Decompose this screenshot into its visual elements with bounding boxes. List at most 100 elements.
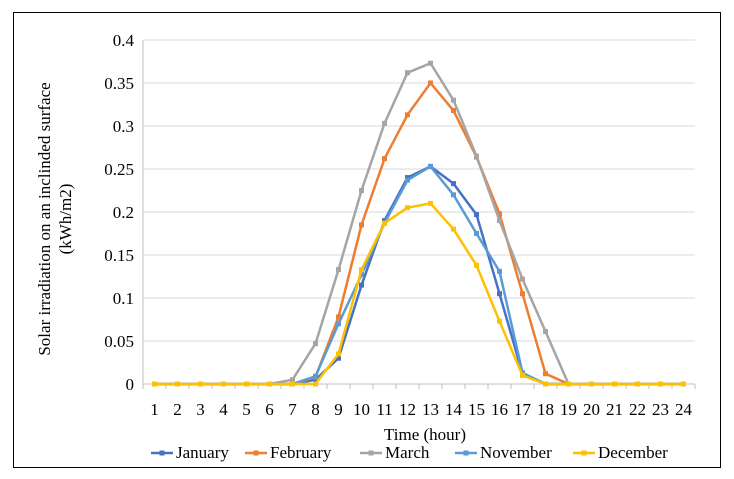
- series-line: [154, 81, 684, 386]
- data-point: [520, 291, 525, 297]
- data-point: [382, 156, 387, 162]
- y-tick-labels: 0 0.05 0.1 0.15 0.2 0.25 0.3 0.35 0.4: [104, 31, 134, 394]
- axes: [142, 40, 696, 389]
- x-axis-title: Time (hour): [384, 425, 466, 444]
- data-point: [520, 372, 525, 378]
- x-tick-label: 2: [173, 400, 182, 419]
- data-point: [428, 80, 433, 86]
- data-point: [359, 222, 364, 228]
- x-tick-label: 14: [445, 400, 463, 419]
- y-tick-label: 0.05: [104, 332, 134, 351]
- data-point: [543, 381, 548, 387]
- data-point: [451, 108, 456, 114]
- legend-swatch-marker: [581, 450, 587, 456]
- series-january: [152, 163, 686, 387]
- y-tick-label: 0.4: [113, 31, 135, 50]
- y-axis-title-line2: (kWh/m2): [56, 184, 75, 255]
- x-tick-label: 19: [560, 400, 577, 419]
- x-tick-label: 5: [242, 400, 251, 419]
- x-tick-label: 18: [537, 400, 554, 419]
- x-tick-label: 17: [514, 400, 532, 419]
- data-point: [313, 377, 318, 383]
- legend: January February March November December: [151, 443, 668, 462]
- data-point: [428, 60, 433, 66]
- legend-item-february: February: [245, 443, 332, 462]
- x-tick-label: 12: [399, 400, 416, 419]
- series-line: [154, 61, 684, 386]
- data-point: [497, 211, 502, 217]
- data-point: [175, 381, 180, 387]
- x-tick-label: 9: [334, 400, 343, 419]
- data-point: [290, 377, 295, 383]
- series-november: [152, 163, 686, 387]
- data-point: [474, 153, 479, 159]
- data-point: [290, 381, 295, 387]
- legend-label: November: [480, 443, 552, 462]
- data-point: [244, 381, 249, 387]
- data-point: [474, 212, 479, 218]
- data-point: [336, 321, 341, 327]
- x-tick-label: 1: [150, 400, 159, 419]
- x-tick-label: 13: [422, 400, 439, 419]
- y-tick-label: 0.1: [113, 289, 134, 308]
- y-axis-title-line1: Solar irradiation on an inclinded surfac…: [35, 82, 54, 355]
- data-point: [543, 329, 548, 335]
- data-point: [497, 318, 502, 324]
- series-december: [152, 200, 686, 387]
- data-point: [635, 381, 640, 387]
- data-point: [428, 200, 433, 206]
- x-tick-label: 7: [288, 400, 297, 419]
- x-tick-label: 10: [353, 400, 370, 419]
- legend-label: January: [176, 443, 229, 462]
- data-point: [336, 351, 341, 357]
- data-point: [451, 181, 456, 187]
- y-tick-label: 0.15: [104, 246, 134, 265]
- x-tick-label: 20: [583, 400, 600, 419]
- data-point: [520, 276, 525, 282]
- data-point: [382, 120, 387, 126]
- data-point: [267, 381, 272, 387]
- data-point: [428, 163, 433, 169]
- x-tick-label: 11: [376, 400, 392, 419]
- legend-swatch-marker: [368, 450, 374, 456]
- x-tick-label: 16: [491, 400, 508, 419]
- x-tick-label: 3: [196, 400, 205, 419]
- x-tick-label: 8: [311, 400, 320, 419]
- data-point: [566, 381, 571, 387]
- data-point: [221, 381, 226, 387]
- legend-swatch-marker: [253, 450, 259, 456]
- legend-item-december: December: [573, 443, 668, 462]
- y-tick-label: 0.2: [113, 203, 134, 222]
- data-point: [405, 177, 410, 183]
- data-point: [681, 381, 686, 387]
- data-point: [451, 192, 456, 198]
- data-point: [658, 381, 663, 387]
- series-line: [154, 165, 684, 386]
- series-line: [154, 202, 684, 386]
- data-point: [474, 262, 479, 268]
- data-point: [405, 70, 410, 76]
- x-tick-label: 21: [606, 400, 623, 419]
- data-point: [497, 291, 502, 297]
- data-point: [405, 112, 410, 118]
- data-point: [336, 314, 341, 320]
- legend-item-january: January: [151, 443, 229, 462]
- data-point: [152, 381, 157, 387]
- legend-swatch-marker: [463, 450, 469, 456]
- data-point: [359, 188, 364, 193]
- series-line: [154, 165, 684, 386]
- x-tick-label: 24: [675, 400, 693, 419]
- legend-label: December: [598, 443, 668, 462]
- data-point: [497, 218, 502, 224]
- data-point: [543, 371, 548, 377]
- legend-item-march: March: [360, 443, 430, 462]
- y-tick-label: 0.35: [104, 74, 134, 93]
- x-tick-labels: 1 2 3 4 5 6 7 8 9 10 11 12 13 14 15 16 17 18 19 20 21 22 23 24: [150, 400, 692, 419]
- data-point: [313, 381, 318, 387]
- data-point: [198, 381, 203, 387]
- data-point: [336, 355, 341, 361]
- data-point: [474, 231, 479, 236]
- data-point: [359, 282, 364, 288]
- data-point: [405, 205, 410, 211]
